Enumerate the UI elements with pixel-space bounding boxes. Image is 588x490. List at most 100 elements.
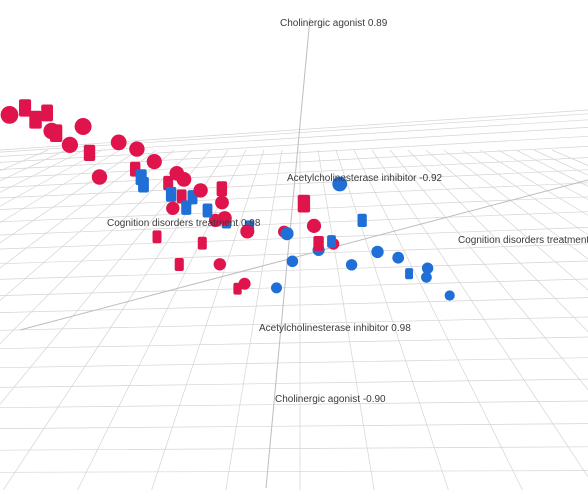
grid-line-v xyxy=(317,149,375,490)
blue-data-point xyxy=(371,245,384,259)
blue-data-point xyxy=(357,213,367,227)
grid-line-v xyxy=(0,149,211,405)
z-neg-label: Acetylcholinesterase inhibitor 0.98 xyxy=(259,323,411,334)
grid-line-v xyxy=(479,149,588,216)
red-data-point xyxy=(74,118,92,135)
blue-data-point xyxy=(421,271,432,283)
grid-line-h xyxy=(0,227,588,250)
grid-line-v xyxy=(371,149,588,478)
grid-line-v xyxy=(515,149,588,187)
grid-line-v xyxy=(335,149,449,490)
blue-data-point xyxy=(181,200,192,215)
grid-line-h xyxy=(0,400,588,409)
grid-line-v xyxy=(551,149,588,166)
grid-line-v xyxy=(0,149,49,172)
grid-line-h xyxy=(0,243,588,265)
grid-line-h xyxy=(0,378,588,388)
blue-data-point xyxy=(286,255,299,268)
grid-line-h xyxy=(0,127,588,163)
blue-data-point xyxy=(392,251,405,264)
red-data-point xyxy=(61,136,78,153)
red-data-point xyxy=(217,211,232,226)
grid-line-v xyxy=(0,149,157,269)
red-data-point xyxy=(166,201,180,215)
depth-axis-line xyxy=(19,179,588,331)
red-data-point xyxy=(176,172,192,187)
red-data-point xyxy=(50,124,63,142)
grid-line-h xyxy=(0,211,588,236)
blue-data-point xyxy=(280,227,294,241)
grid-line-h xyxy=(0,135,588,170)
red-data-point xyxy=(129,141,145,157)
grid-line-v xyxy=(353,149,523,490)
grid-line-h xyxy=(0,278,588,296)
red-data-point xyxy=(215,195,229,210)
grid-line-v xyxy=(443,149,588,260)
floor-grid xyxy=(0,109,588,490)
grid-line-h xyxy=(0,260,588,280)
red-data-point xyxy=(197,236,207,250)
grid-line-h xyxy=(0,182,588,210)
blue-data-point xyxy=(135,169,147,186)
red-data-point xyxy=(213,258,226,271)
blue-data-point xyxy=(332,176,348,192)
blue-data-point xyxy=(345,259,358,271)
grid-line-v xyxy=(0,149,193,345)
red-data-point xyxy=(91,169,108,185)
grid-line-v xyxy=(0,149,85,193)
red-data-point xyxy=(146,154,162,170)
data-points xyxy=(0,99,455,301)
x-neg-label: Cognition disorders treatment 0.98 xyxy=(107,218,261,229)
red-data-point xyxy=(240,224,255,239)
y-pos-label: Cholinergic agonist 0.89 xyxy=(280,18,388,29)
red-data-point xyxy=(29,110,42,129)
red-data-point xyxy=(176,189,187,204)
grid-line-h xyxy=(0,316,588,331)
blue-data-point xyxy=(444,290,455,301)
blue-data-point xyxy=(165,186,177,202)
red-data-point xyxy=(83,144,96,161)
red-data-point xyxy=(216,181,228,197)
grid-line-v xyxy=(0,149,121,224)
axes xyxy=(19,17,588,489)
blue-data-point xyxy=(421,262,434,274)
red-data-point xyxy=(313,236,324,251)
red-data-point xyxy=(193,183,208,198)
grid-line-h xyxy=(0,423,588,429)
red-data-point xyxy=(306,218,322,233)
red-data-point xyxy=(0,106,19,124)
grid-line-v xyxy=(407,149,588,333)
blue-data-point xyxy=(202,203,213,218)
red-data-point xyxy=(238,277,251,290)
grid-line-h xyxy=(0,119,588,157)
grid-line-h xyxy=(0,196,588,223)
grid-line-h xyxy=(0,357,588,369)
y-neg-label: Cholinergic agonist -0.90 xyxy=(275,394,386,405)
red-data-point xyxy=(152,230,162,244)
grid-line-v xyxy=(0,149,175,301)
red-data-point xyxy=(110,134,127,151)
grid-line-h xyxy=(0,109,588,151)
blue-data-point xyxy=(327,235,336,248)
grid-line-h xyxy=(0,446,588,451)
grid-line-v xyxy=(151,149,265,490)
grid-line-v xyxy=(0,149,139,244)
grid-line-h xyxy=(0,297,588,313)
z-pos-label: Acetylcholinesterase inhibitor -0.92 xyxy=(287,173,443,184)
grid-line-v xyxy=(225,149,283,490)
blue-data-point xyxy=(405,268,413,280)
vertical-axis-line xyxy=(265,17,311,489)
grid-line-h xyxy=(0,470,588,473)
red-data-point xyxy=(163,175,174,191)
x-pos-label: Cognition disorders treatment -0.98 xyxy=(458,235,588,246)
red-data-point xyxy=(174,258,184,271)
grid-line-v xyxy=(0,149,103,207)
blue-data-point xyxy=(271,282,282,294)
grid-line-v xyxy=(461,149,588,236)
grid-line-v xyxy=(425,149,588,291)
red-data-point xyxy=(297,194,311,213)
axis-labels: Cholinergic agonist 0.89 Acetylcholinest… xyxy=(107,18,588,405)
red-data-point xyxy=(19,99,32,117)
grid-line-v xyxy=(389,149,588,391)
